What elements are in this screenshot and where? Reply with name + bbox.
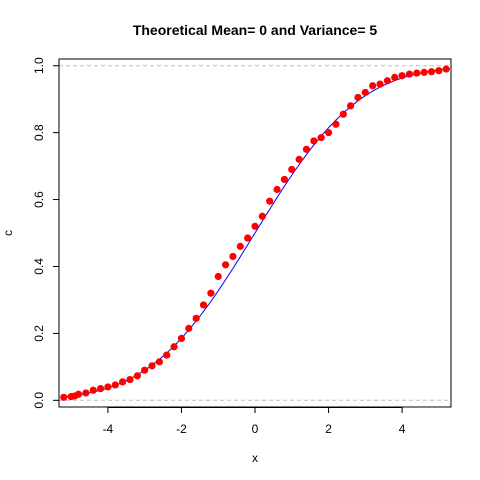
data-point: [310, 137, 318, 145]
x-tick-label: 2: [325, 422, 332, 436]
data-point: [221, 261, 230, 269]
data-point: [163, 351, 171, 359]
y-axis-label: c: [1, 230, 15, 236]
reference-lines: [59, 65, 451, 401]
data-point: [74, 390, 83, 398]
data-point: [420, 68, 428, 76]
x-axis: -4 -2 0 2 4: [103, 407, 406, 436]
data-point: [288, 165, 296, 174]
data-point: [361, 88, 369, 97]
data-point: [435, 67, 443, 75]
chart-title: Theoretical Mean= 0 and Variance= 5: [133, 22, 378, 38]
data-point: [170, 343, 178, 351]
data-point: [185, 324, 193, 332]
theoretical-curve-layer: [63, 68, 450, 398]
data-point: [207, 289, 215, 297]
y-tick-label: 0.2: [32, 325, 46, 342]
data-point: [141, 366, 149, 374]
y-tick-label: 1.0: [32, 57, 46, 74]
theoretical-cdf-line: [63, 68, 450, 398]
y-tick-label: 0.6: [32, 191, 46, 208]
x-axis-label: x: [252, 451, 258, 465]
data-point: [405, 70, 414, 78]
data-points-layer: [60, 65, 450, 401]
data-point: [266, 197, 274, 205]
data-point: [324, 129, 333, 137]
data-point: [111, 381, 119, 389]
data-point: [354, 93, 362, 102]
data-point: [302, 145, 311, 153]
data-point: [126, 375, 134, 384]
data-point: [442, 65, 450, 73]
data-point: [280, 175, 289, 184]
data-point: [369, 82, 377, 90]
data-point: [413, 69, 421, 77]
data-point: [383, 77, 391, 85]
data-point: [96, 384, 105, 393]
data-point: [317, 134, 325, 142]
data-point: [339, 110, 347, 118]
data-point: [60, 393, 68, 401]
data-point: [244, 234, 252, 242]
data-point: [192, 314, 200, 322]
data-point: [295, 155, 303, 163]
data-point: [398, 72, 406, 80]
y-tick-label: 0.4: [32, 258, 46, 275]
x-tick-label: 4: [399, 422, 406, 436]
data-point: [104, 383, 112, 391]
data-point: [82, 389, 90, 397]
data-point: [273, 185, 281, 194]
data-point: [177, 334, 186, 343]
data-point: [376, 80, 384, 88]
data-point: [155, 358, 163, 366]
x-tick-label: -2: [176, 422, 187, 436]
x-tick-label: -4: [103, 422, 114, 436]
x-tick-label: 0: [252, 422, 259, 436]
data-point: [148, 362, 156, 370]
data-point: [251, 222, 259, 230]
data-point: [89, 386, 97, 394]
y-axis: 0.0 0.2 0.4 0.6 0.8 1.0: [32, 57, 60, 409]
data-point: [236, 242, 244, 250]
data-point: [229, 252, 237, 261]
data-point: [332, 120, 340, 128]
data-point: [199, 301, 208, 309]
y-tick-label: 0.0: [32, 392, 46, 409]
data-point: [133, 372, 141, 380]
data-point: [119, 378, 127, 386]
data-point: [258, 212, 266, 220]
data-point: [214, 272, 222, 281]
y-tick-label: 0.8: [32, 124, 46, 141]
data-point: [347, 102, 355, 110]
data-point: [427, 68, 436, 76]
data-point: [391, 73, 399, 82]
